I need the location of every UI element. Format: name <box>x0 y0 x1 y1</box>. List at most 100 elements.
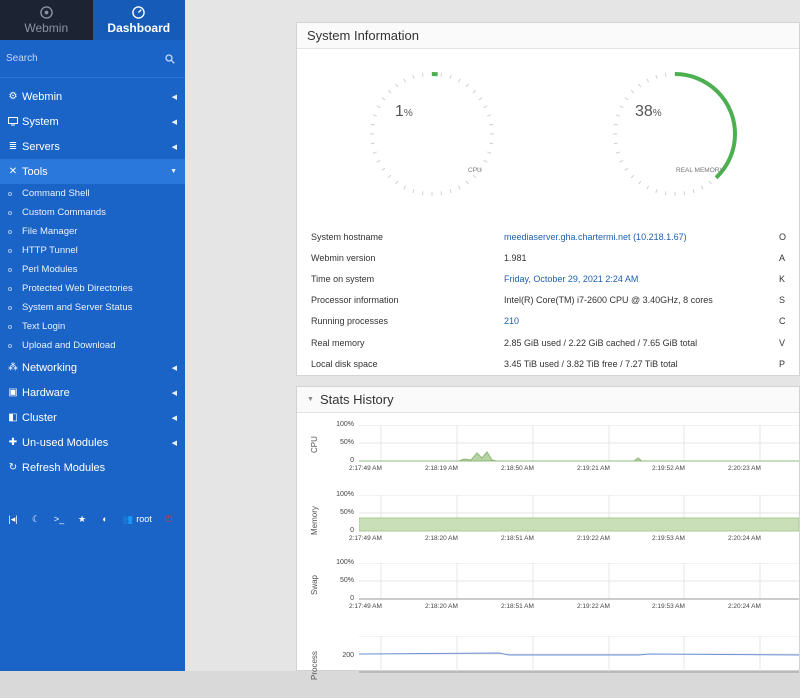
chevron-left-icon: ◀ <box>171 93 177 101</box>
gauge-tick <box>395 180 399 185</box>
stats-chart-cpu: CPU 100% 50% 0 2:17:49 AM 2:18:19 AM 2:18:50 A… <box>297 421 800 487</box>
theme-palette-icon[interactable]: ◐ <box>102 514 108 524</box>
puzzle-icon: ✚ <box>8 437 18 448</box>
night-mode-icon[interactable]: ☾ <box>31 513 41 524</box>
info-key: Webmin version <box>311 252 376 263</box>
collapse-caret-icon: ▼ <box>307 396 314 403</box>
chart-x-tick: 2:18:51 AM <box>501 535 534 542</box>
gauge-tick <box>489 123 494 126</box>
info-value-link[interactable]: Friday, October 29, 2021 2:24 AM <box>504 273 639 284</box>
cpu-gauge: 1% CPU <box>367 69 497 199</box>
stats-chart-process: Process 200 <box>297 632 800 698</box>
search-icon[interactable] <box>165 53 175 64</box>
chart-x-tick: 2:18:51 AM <box>501 603 534 610</box>
sidebar-subitem-custom-commands[interactable]: Custom Commands <box>0 203 185 222</box>
terminal-icon[interactable]: >_ <box>53 514 65 524</box>
sidebar-subitem-protected-web-directories[interactable]: Protected Web Directories <box>0 279 185 298</box>
favorites-star-icon[interactable]: ★ <box>77 513 87 524</box>
user-account-button[interactable]: 👥 root <box>119 510 155 528</box>
info-edge-label: O <box>779 231 787 242</box>
gauge-tick <box>638 180 642 185</box>
chart-y-tick: 200 <box>342 652 354 659</box>
sidebar-item-webmin[interactable]: ⚙ Webmin ◀ <box>0 84 185 109</box>
gear-icon: ⚙ <box>8 91 18 102</box>
stats-history-header[interactable]: ▼ Stats History <box>297 387 799 413</box>
gauge-tick <box>457 185 461 190</box>
collapse-sidebar-icon[interactable]: |◂| <box>8 513 18 524</box>
sidebar-item-servers[interactable]: ≣ Servers ◀ <box>0 134 185 159</box>
gauge-tick <box>664 191 667 196</box>
search-placeholder: Search <box>6 53 38 64</box>
chart-x-tick: 2:19:52 AM <box>652 465 685 472</box>
sidebar-item-system[interactable]: System ◀ <box>0 109 185 134</box>
chart-plot-area <box>359 425 799 462</box>
sidebar-item-hardware[interactable]: ▣ Hardware ◀ <box>0 380 185 405</box>
info-row: Real memory 2.85 GiB used / 2.22 GiB cach… <box>311 332 800 353</box>
info-value-link[interactable]: meediaserver.gha.chartermi.net (10.218.1… <box>504 231 687 242</box>
chart-x-tick: 2:19:53 AM <box>652 603 685 610</box>
chart-y-tick: 100% <box>336 491 354 498</box>
gauge-tick <box>692 189 695 194</box>
bullet-icon <box>8 248 12 253</box>
memory-gauge-dial <box>613 72 737 196</box>
system-info-table: System hostname meediaserver.gha.charterm… <box>311 226 800 374</box>
sidebar-item-label: Webmin <box>22 90 63 103</box>
chart-y-label: Memory <box>310 506 319 535</box>
chart-plot-area <box>359 563 799 600</box>
sidebar-item-unused-modules[interactable]: ✚ Un-used Modules ◀ <box>0 430 185 455</box>
subitem-label: HTTP Tunnel <box>22 245 78 256</box>
users-icon: 👥 <box>122 513 134 524</box>
cluster-icon: ◧ <box>8 412 18 423</box>
cpu-gauge-dial <box>370 72 494 196</box>
gauge-tick <box>655 189 658 194</box>
info-edge-label: K <box>779 273 786 284</box>
sidebar-subitem-system-server-status[interactable]: System and Server Status <box>0 298 185 317</box>
info-edge-label: V <box>779 337 786 348</box>
sidebar-subitem-perl-modules[interactable]: Perl Modules <box>0 260 185 279</box>
info-value: Intel(R) Core(TM) i7-2600 CPU @ 3.40GHz,… <box>504 295 713 306</box>
gauge-tick <box>440 191 443 196</box>
gauge-tick <box>403 185 407 190</box>
sidebar-subitem-text-login[interactable]: Text Login <box>0 317 185 336</box>
info-row: Processor information Intel(R) Core(TM) i… <box>311 290 800 311</box>
gauge-tick <box>403 78 407 83</box>
chart-x-tick: 2:20:23 AM <box>728 465 761 472</box>
subitem-label: File Manager <box>22 226 78 237</box>
gauge-tick <box>372 151 377 154</box>
chart-y-label: Process <box>310 651 319 680</box>
sidebar-subitem-http-tunnel[interactable]: HTTP Tunnel <box>0 241 185 260</box>
sidebar-item-refresh-modules[interactable]: ↻ Refresh Modules <box>0 455 185 480</box>
sidebar-subitem-file-manager[interactable]: File Manager <box>0 222 185 241</box>
gauge-tick <box>624 97 629 101</box>
gauge-tick <box>630 89 635 94</box>
dashboard-switch-button[interactable]: Dashboard <box>92 0 185 40</box>
sidebar-item-tools[interactable]: ✕ Tools ▼ <box>0 159 185 184</box>
chart-x-tick: 2:17:49 AM <box>349 465 382 472</box>
gauge-tick <box>613 123 618 126</box>
sidebar-search[interactable]: Search <box>0 40 185 78</box>
sidebar-item-label: Servers <box>22 140 60 153</box>
gauge-tick <box>421 72 424 77</box>
webmin-switch-button[interactable]: Webmin <box>0 0 93 40</box>
sidebar-subitem-command-shell[interactable]: Command Shell <box>0 184 185 203</box>
info-value: 1.981 <box>504 252 527 263</box>
chart-x-tick: 2:19:21 AM <box>577 465 610 472</box>
sidebar-subitem-upload-download[interactable]: Upload and Download <box>0 336 185 355</box>
chart-x-tick: 2:18:20 AM <box>425 603 458 610</box>
gauge-tick <box>683 191 686 196</box>
bullet-icon <box>8 210 12 215</box>
subitem-label: System and Server Status <box>22 302 133 313</box>
chevron-left-icon: ◀ <box>171 118 177 126</box>
logout-icon[interactable]: ⏻ <box>165 513 173 524</box>
chart-x-tick: 2:19:22 AM <box>577 603 610 610</box>
sidebar-item-networking[interactable]: ⁂ Networking ◀ <box>0 355 185 380</box>
chart-x-tick: 2:18:20 AM <box>425 535 458 542</box>
info-value-link[interactable]: 210 <box>504 316 520 327</box>
dashboard-gauge-icon <box>132 5 146 19</box>
chevron-left-icon: ◀ <box>171 414 177 422</box>
gauge-tick <box>619 159 624 163</box>
chart-y-tick: 50% <box>339 577 354 584</box>
gauge-tick <box>472 89 477 94</box>
sidebar-item-cluster[interactable]: ◧ Cluster ◀ <box>0 405 185 430</box>
chart-y-label: CPU <box>310 436 319 453</box>
